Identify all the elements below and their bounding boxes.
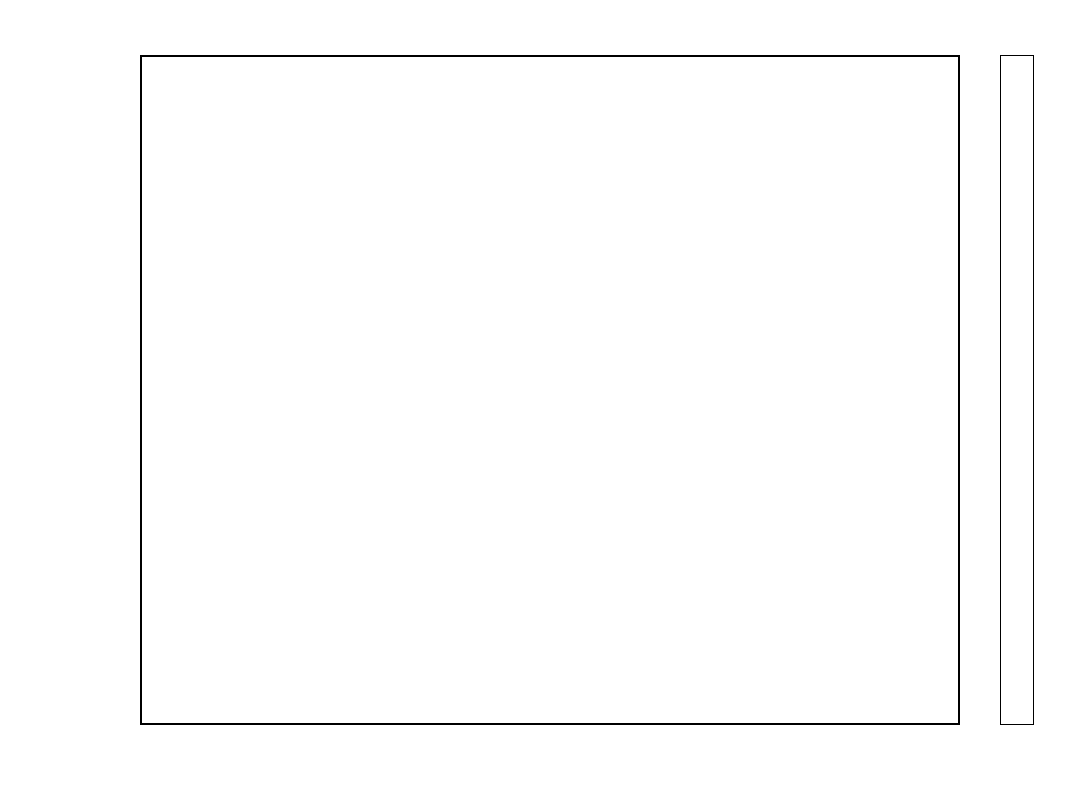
heatmap-canvas [142, 57, 958, 723]
plot-area [140, 55, 960, 725]
colorbar [1000, 55, 1034, 725]
colorbar-canvas [1001, 56, 1033, 724]
figure-root [0, 0, 1080, 809]
